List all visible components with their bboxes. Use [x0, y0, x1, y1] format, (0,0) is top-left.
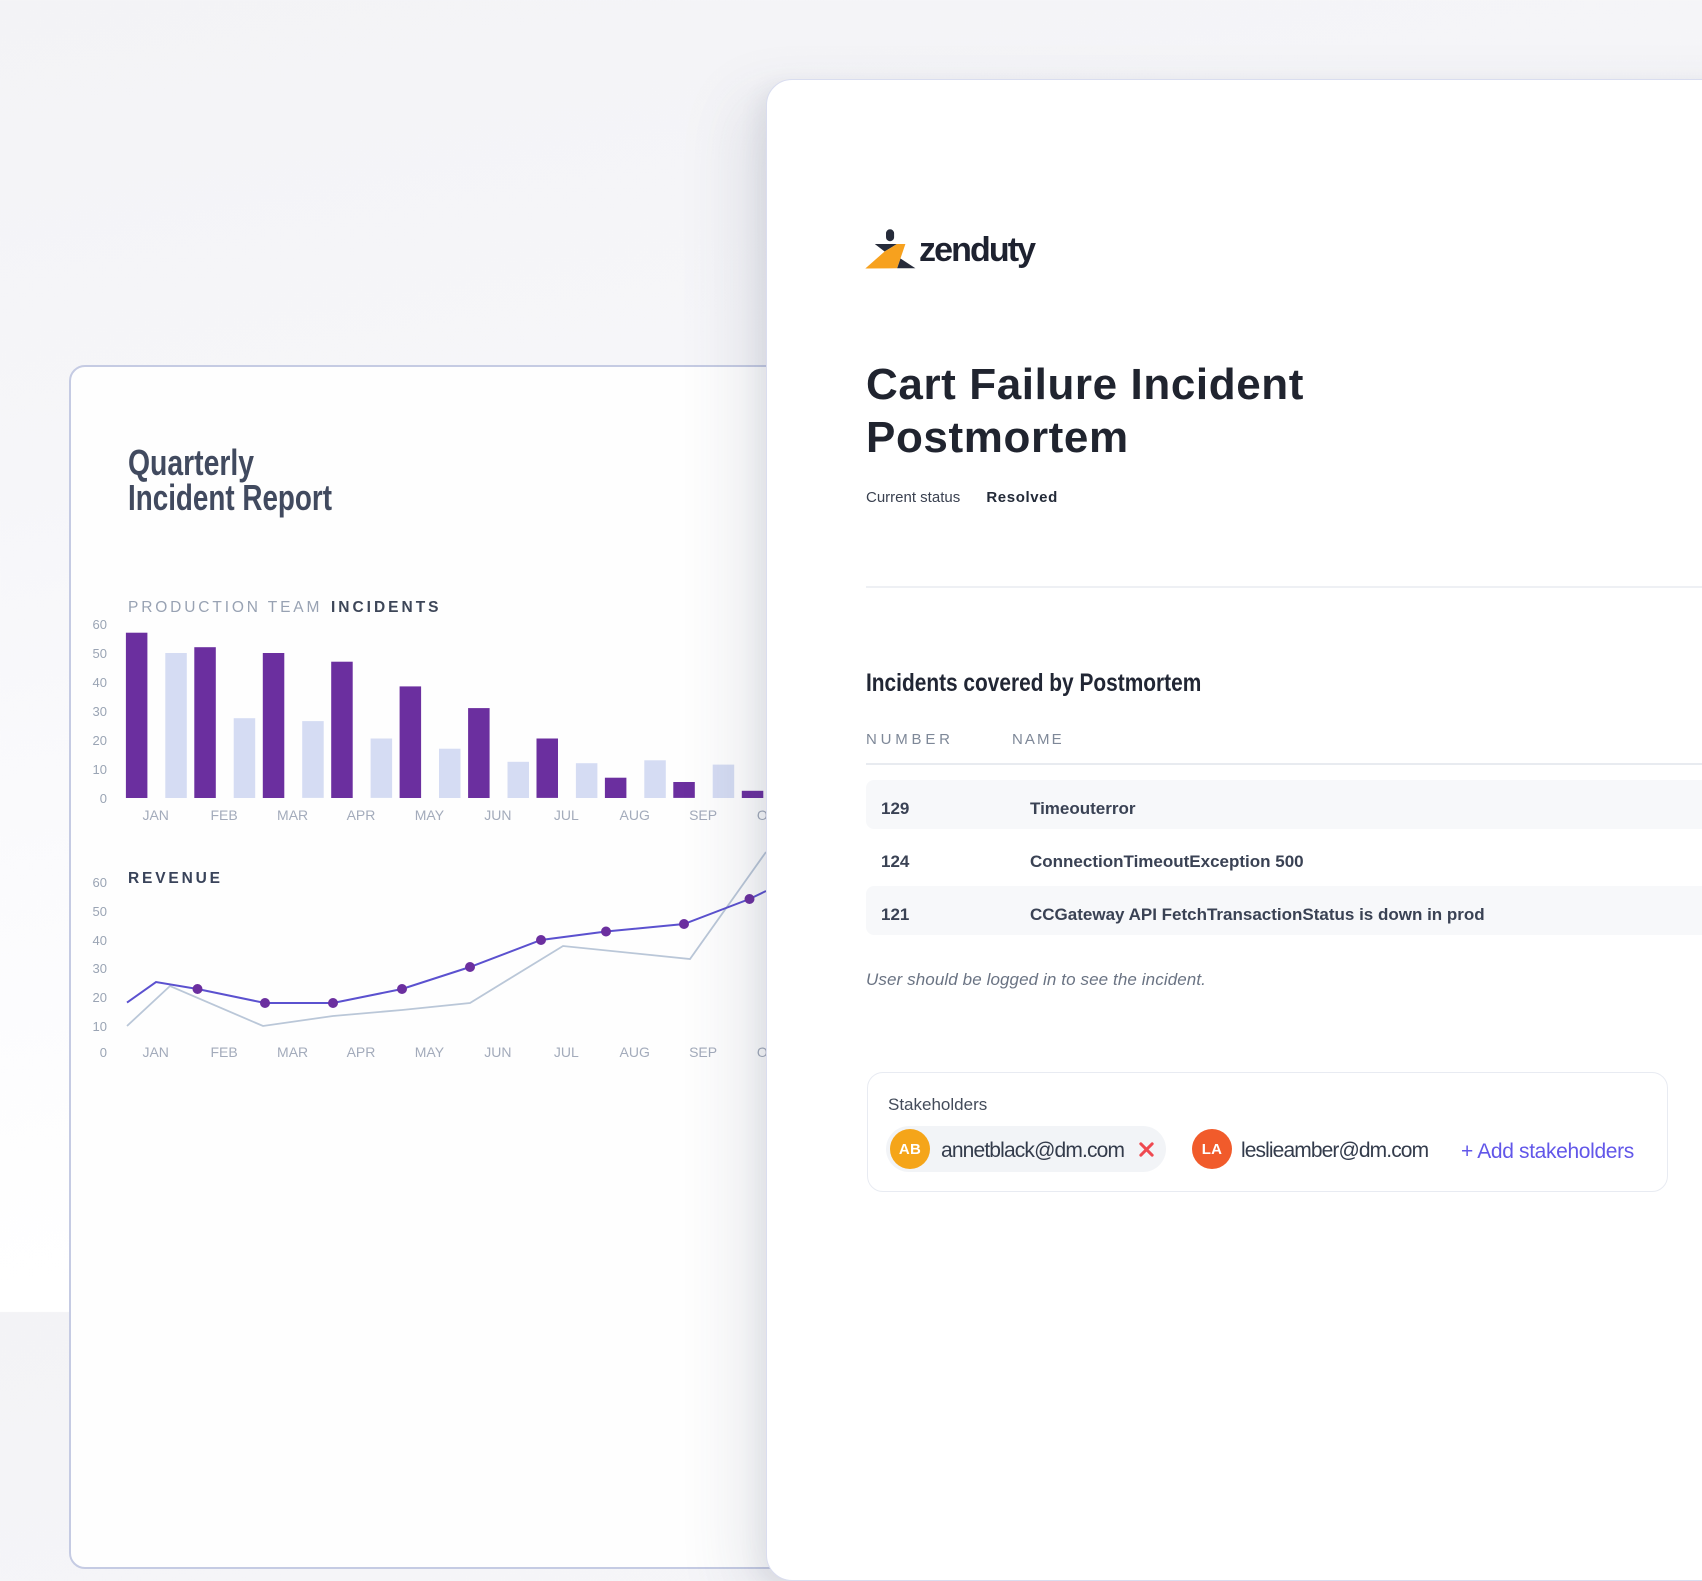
svg-text:SEP: SEP — [689, 1044, 717, 1060]
svg-text:Quarterly: Quarterly — [128, 442, 254, 483]
svg-text:JUN: JUN — [484, 1044, 511, 1060]
svg-text:JUL: JUL — [554, 807, 579, 823]
svg-text:APR: APR — [347, 807, 376, 823]
svg-text:40: 40 — [93, 933, 107, 948]
svg-text:30: 30 — [93, 961, 107, 976]
svg-text:PRODUCTION TEAM: PRODUCTION TEAM — [128, 599, 319, 616]
svg-text:JAN: JAN — [142, 1044, 168, 1060]
svg-text:0: 0 — [100, 791, 107, 806]
svg-text:MAY: MAY — [415, 807, 445, 823]
svg-text:JAN: JAN — [142, 807, 168, 823]
svg-text:JUL: JUL — [554, 1044, 579, 1060]
svg-text:50: 50 — [93, 646, 107, 661]
svg-text:MAY: MAY — [415, 1044, 445, 1060]
svg-text:SEP: SEP — [689, 807, 717, 823]
svg-text:20: 20 — [93, 733, 107, 748]
svg-text:FEB: FEB — [210, 807, 237, 823]
svg-text:MAR: MAR — [277, 1044, 308, 1060]
svg-text:30: 30 — [93, 704, 107, 719]
svg-text:0: 0 — [100, 1045, 107, 1060]
svg-text:Incident Report: Incident Report — [128, 477, 332, 518]
svg-text:20: 20 — [93, 990, 107, 1005]
svg-text:REVENUE: REVENUE — [128, 870, 220, 887]
svg-text:50: 50 — [93, 904, 107, 919]
svg-text:AUG: AUG — [620, 1044, 650, 1060]
svg-text:FEB: FEB — [210, 1044, 237, 1060]
svg-text:INCIDENTS: INCIDENTS — [331, 599, 439, 616]
svg-text:10: 10 — [93, 1019, 107, 1034]
svg-text:APR: APR — [347, 1044, 376, 1060]
svg-text:AUG: AUG — [620, 807, 650, 823]
svg-text:60: 60 — [93, 617, 107, 632]
svg-text:10: 10 — [93, 762, 107, 777]
svg-text:40: 40 — [93, 675, 107, 690]
svg-text:MAR: MAR — [277, 807, 308, 823]
svg-text:60: 60 — [93, 875, 107, 890]
svg-text:JUN: JUN — [484, 807, 511, 823]
